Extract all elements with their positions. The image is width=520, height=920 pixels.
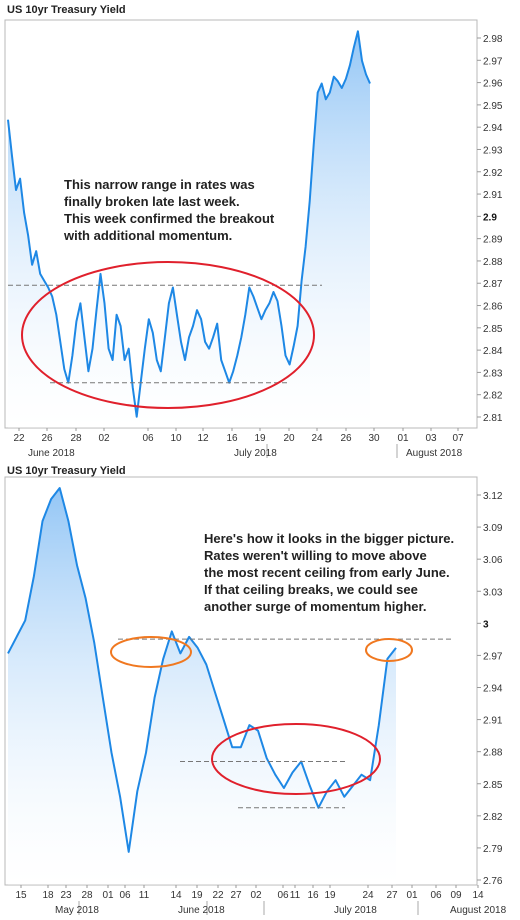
y-tick-label: 2.96 [483,79,503,90]
chart-1: US 10yr Treasury Yield This narrow range … [4,4,503,459]
x-tick-label: 11 [290,890,301,901]
month-label: August 2018 [406,448,463,459]
y-tick-label: 2.91 [483,716,503,727]
month-label: August 2018 [450,905,507,916]
y-tick-label: 2.82 [483,812,503,823]
x-tick-label: 24 [362,890,374,901]
x-tick-label: 26 [41,433,53,444]
annotation-line: the most recent ceiling from early June. [204,565,450,580]
x-tick-label: 07 [452,433,464,444]
x-tick-label: 28 [70,433,82,444]
y-tick-label: 2.84 [483,346,503,357]
x-tick-label: 27 [386,890,398,901]
x-tick-label: 14 [472,890,484,901]
x-tick-label: 22 [212,890,224,901]
x-tick-label: 26 [340,433,352,444]
annotation-line: This week confirmed the breakout [64,211,275,226]
x-tick-label: 16 [226,433,238,444]
y-tick-label: 3 [483,619,489,630]
x-tick-label: 19 [324,890,336,901]
y-tick-label: 2.85 [483,780,503,791]
x-tick-label: 02 [250,890,262,901]
y-tick-label: 2.95 [483,101,503,112]
annotation-line: finally broken late last week. [64,194,240,209]
x-tick-label: 20 [283,433,295,444]
month-label: July 2018 [334,905,377,916]
y-tick-label: 3.03 [483,587,503,598]
x-tick-label: 14 [170,890,182,901]
y-tick-label: 2.98 [483,34,503,45]
chart-2: US 10yr Treasury Yield Here's how it look… [0,461,520,920]
x-tick-label: 06 [430,890,442,901]
y-tick-label: 2.93 [483,145,503,156]
highlight-ellipse [211,723,381,795]
x-tick-label: 10 [170,433,182,444]
highlight-ellipse [21,261,315,409]
annotation-line: Here's how it looks in the bigger pictur… [204,531,454,546]
x-tick-label: 30 [368,433,380,444]
x-tick-label: 11 [139,890,150,901]
annotation-line: another surge of momentum higher. [204,599,426,614]
y-tick-label: 2.88 [483,748,503,759]
x-tick-label: 06 [277,890,289,901]
y-tick-label: 3.12 [483,491,503,502]
x-tick-label: 22 [13,433,25,444]
highlight-ellipse [110,636,192,668]
y-tick-label: 2.92 [483,168,503,179]
y-tick-label: 2.81 [483,413,503,424]
y-tick-label: 2.97 [483,651,503,662]
x-tick-label: 16 [307,890,319,901]
annotation-line: This narrow range in rates was [64,177,255,192]
annotation-line: Rates weren't willing to move above [204,548,427,563]
y-tick-label: 2.94 [483,123,503,134]
y-tick-label: 2.86 [483,302,503,313]
y-tick-label: 2.76 [483,876,503,887]
chart-title: US 10yr Treasury Yield [7,4,126,16]
yield-line [7,487,397,853]
x-tick-label: 06 [119,890,131,901]
y-tick-label: 2.85 [483,324,503,335]
x-tick-label: 24 [311,433,323,444]
y-tick-label: 2.94 [483,684,503,695]
x-tick-label: 27 [230,890,242,901]
y-tick-label: 2.79 [483,844,503,855]
chart-title: US 10yr Treasury Yield [7,465,126,477]
y-tick-label: 3.06 [483,555,503,566]
y-tick-label: 3.09 [483,523,503,534]
x-tick-label: 18 [42,890,54,901]
x-tick-label: 03 [425,433,437,444]
y-tick-label: 2.91 [483,190,503,201]
x-tick-label: 01 [406,890,418,901]
annotation-line: If that ceiling breaks, we could see [204,582,418,597]
x-tick-label: 01 [397,433,409,444]
x-tick-label: 19 [254,433,266,444]
y-tick-label: 2.82 [483,391,503,402]
x-tick-label: 23 [60,890,72,901]
yield-area [8,31,370,429]
month-label: July 2018 [234,448,277,459]
x-tick-label: 06 [142,433,154,444]
month-label: May 2018 [55,905,99,916]
y-tick-label: 2.89 [483,235,503,246]
y-tick-label: 2.9 [483,212,497,223]
x-tick-label: 02 [98,433,110,444]
y-tick-label: 2.97 [483,56,503,67]
y-tick-label: 2.88 [483,257,503,268]
month-label: June 2018 [28,448,75,459]
x-tick-label: 15 [15,890,27,901]
annotation-line: with additional momentum. [63,228,232,243]
highlight-ellipse [365,638,413,662]
y-tick-label: 2.83 [483,368,503,379]
x-tick-label: 12 [197,433,209,444]
x-tick-label: 19 [191,890,203,901]
y-tick-label: 2.87 [483,279,503,290]
x-tick-label: 01 [102,890,114,901]
yield-area [8,488,396,885]
x-tick-label: 28 [81,890,93,901]
x-tick-label: 09 [450,890,462,901]
month-label: June 2018 [178,905,225,916]
